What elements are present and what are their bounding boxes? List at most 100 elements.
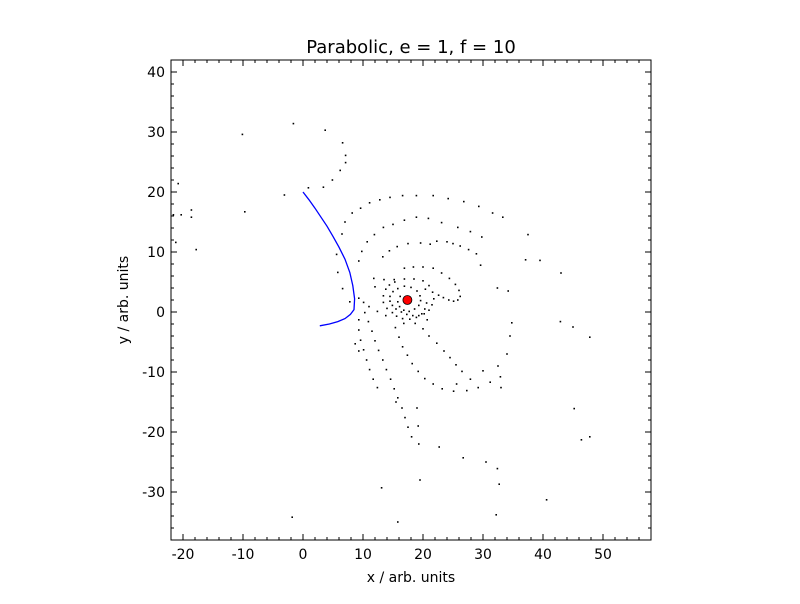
data-point — [432, 383, 434, 385]
data-point — [413, 278, 415, 280]
data-point — [440, 272, 443, 274]
data-point — [368, 368, 371, 371]
y-tick-label: 30 — [147, 125, 165, 141]
data-point — [424, 308, 426, 310]
data-point — [410, 436, 413, 438]
data-point — [400, 311, 403, 313]
data-point — [415, 216, 418, 218]
data-point — [432, 194, 434, 197]
data-point — [344, 221, 346, 223]
x-tick-label: 20 — [414, 547, 432, 563]
data-point — [364, 311, 366, 314]
chart-title: Parabolic, e = 1, f = 10 — [306, 37, 516, 58]
data-point — [391, 311, 394, 314]
data-point — [573, 407, 575, 410]
data-point — [458, 289, 460, 292]
x-tick-label: -10 — [232, 547, 255, 563]
data-point — [406, 354, 409, 356]
data-point — [358, 329, 360, 331]
data-point — [443, 350, 445, 352]
x-tick-label: 40 — [534, 547, 552, 563]
data-point — [419, 242, 422, 244]
data-point — [479, 264, 482, 266]
data-point — [335, 253, 338, 256]
data-point — [377, 349, 380, 352]
x-axis-label: x / arb. units — [367, 570, 455, 586]
data-point — [403, 309, 405, 311]
data-point — [359, 339, 362, 341]
data-point — [462, 457, 464, 459]
data-point — [339, 169, 341, 172]
data-point — [396, 245, 398, 248]
data-point — [373, 233, 376, 236]
data-point — [426, 319, 428, 321]
data-point — [410, 286, 412, 289]
data-point — [496, 467, 499, 470]
data-point — [388, 284, 391, 286]
data-point — [331, 179, 334, 181]
data-point — [415, 194, 418, 197]
data-point — [419, 295, 421, 297]
data-point — [427, 217, 430, 220]
orbit-curve — [302, 191, 356, 327]
data-point — [461, 370, 463, 373]
data-point — [291, 516, 293, 518]
data-point — [477, 386, 479, 389]
data-point — [422, 266, 424, 268]
data-point — [386, 307, 388, 310]
data-point — [511, 322, 513, 324]
data-point — [421, 313, 423, 315]
data-point — [190, 216, 193, 218]
data-point — [175, 241, 177, 244]
data-point — [412, 314, 414, 317]
data-point — [448, 299, 450, 301]
data-point — [524, 259, 527, 261]
data-point — [403, 322, 405, 325]
data-point — [403, 267, 406, 269]
data-point — [403, 219, 406, 221]
data-point — [382, 256, 384, 258]
data-point — [415, 316, 418, 319]
data-point — [195, 248, 197, 251]
y-tick-label: 10 — [147, 245, 165, 261]
data-point — [362, 301, 365, 304]
data-point — [382, 295, 385, 297]
data-point — [449, 356, 451, 359]
data-point — [344, 154, 347, 157]
data-point — [241, 133, 244, 136]
data-point — [428, 284, 430, 287]
data-point — [437, 294, 440, 296]
data-point — [371, 330, 373, 332]
plot-area — [172, 122, 591, 523]
data-point — [403, 278, 406, 280]
data-point — [424, 377, 426, 380]
y-tick-label: 0 — [156, 305, 165, 321]
data-point — [389, 295, 391, 298]
data-point — [478, 205, 480, 208]
data-point — [447, 197, 449, 200]
data-point — [589, 336, 591, 338]
data-point — [389, 196, 391, 199]
data-point — [354, 343, 356, 345]
data-point — [482, 370, 484, 372]
data-point — [416, 290, 418, 292]
data-point — [500, 386, 502, 389]
data-point — [418, 304, 420, 307]
axis-ticks: -20 -10 0 10 20 30 40 50 -30 -20 -10 0 10 20 30 40 — [142, 59, 652, 563]
data-point — [441, 388, 443, 390]
data-point — [397, 521, 399, 523]
data-point — [395, 315, 398, 317]
data-point — [497, 365, 499, 367]
y-tick-label: -10 — [142, 365, 165, 381]
data-point — [283, 194, 286, 196]
data-point — [292, 122, 295, 125]
data-point — [324, 129, 326, 131]
data-point — [527, 233, 529, 236]
data-point — [358, 350, 360, 352]
data-point — [374, 286, 376, 288]
data-point — [322, 186, 325, 188]
data-point — [399, 295, 401, 298]
data-point — [498, 483, 500, 485]
data-point — [446, 241, 448, 243]
